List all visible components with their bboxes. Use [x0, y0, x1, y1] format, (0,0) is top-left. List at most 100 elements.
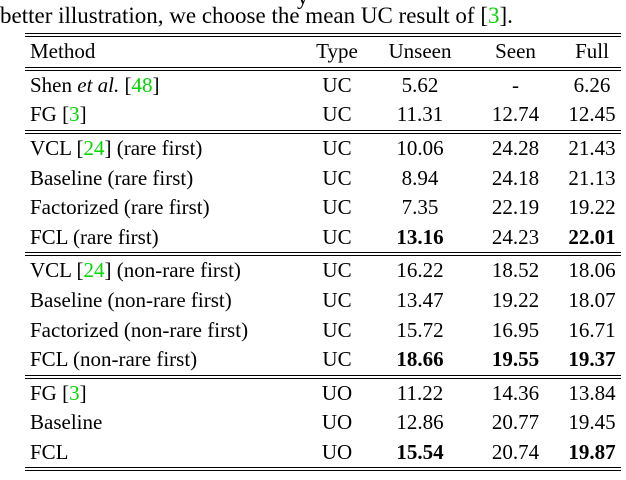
seen-value-cell: 16.95 — [491, 317, 540, 342]
unseen-value-cell: 7.35 — [401, 195, 439, 220]
seen-value-cell: 22.19 — [491, 195, 540, 220]
text-run: FCL (non-rare first) — [30, 347, 198, 372]
caption-text: better illustration, we choose the mean … — [0, 1, 626, 30]
full-value-cell: 22.01 — [568, 224, 616, 249]
text-run: FCL (rare first) — [30, 224, 159, 249]
type-cell: UC — [322, 347, 352, 372]
text-run: ] — [79, 380, 87, 405]
seen-value-cell: 24.23 — [491, 224, 540, 249]
citation-number: 24 — [83, 258, 105, 283]
unseen-value-cell: 13.47 — [396, 288, 444, 313]
type-cell: UC — [322, 195, 352, 220]
text-run: better illustration, we choose the mean … — [0, 3, 488, 28]
text-run: FG [ — [30, 102, 70, 127]
type-cell: UC — [322, 72, 352, 97]
citation-number: 24 — [83, 136, 105, 161]
seen-value-cell: 14.36 — [491, 380, 540, 405]
unseen-value-cell: 11.22 — [396, 380, 444, 405]
full-value-cell: 18.06 — [568, 258, 616, 283]
table-row: Baseline (non-rare first) UC 13.47 19.22 18.… — [25, 286, 621, 316]
text-run: Baseline (non-rare first) — [30, 288, 232, 313]
table-row: VCL [24] (non-rare first) UC 16.22 18.52 18.… — [25, 256, 621, 286]
full-value-cell: 12.45 — [568, 102, 616, 127]
table-rule-separator-3 — [25, 374, 621, 379]
text-run: VCL [ — [30, 136, 84, 161]
method-cell: FCL — [25, 440, 302, 465]
column-header-type: Type — [316, 39, 358, 64]
method-cell: Baseline (non-rare first) — [25, 288, 302, 313]
type-cell: UC — [322, 165, 352, 190]
method-cell: FG [3] — [25, 102, 302, 127]
table-section-uc-rare-first: VCL [24] (rare first) UC 10.06 24.28 21.43 Ba… — [25, 134, 621, 252]
seen-value-cell: 24.18 — [491, 165, 540, 190]
table-section-uc-reference: Shen et al. [48] UC 5.62 - 6.26 FG [3] UC 11.31… — [25, 71, 621, 130]
table-row: FCL (rare first) UC 13.16 24.23 22.01 — [25, 223, 621, 253]
clipped-text-fragment: y — [297, 0, 309, 10]
unseen-value-cell: 16.22 — [396, 258, 444, 283]
type-cell: UC — [322, 288, 352, 313]
full-value-cell: 19.45 — [568, 410, 616, 435]
unseen-value-cell: 15.72 — [396, 317, 444, 342]
full-value-cell: 18.07 — [568, 288, 616, 313]
column-header-method: Method — [30, 39, 96, 64]
type-cell: UO — [321, 380, 353, 405]
full-value-cell: 19.87 — [568, 440, 616, 465]
full-value-cell: 19.22 — [568, 195, 616, 220]
table-row: VCL [24] (rare first) UC 10.06 24.28 21.43 — [25, 134, 621, 164]
text-run: Factorized (non-rare first) — [30, 317, 249, 342]
method-cell: Baseline — [25, 410, 302, 435]
method-cell: Factorized (rare first) — [25, 195, 302, 220]
text-run: FCL — [30, 440, 69, 465]
full-value-cell: 13.84 — [568, 380, 616, 405]
method-cell: FCL (non-rare first) — [25, 347, 302, 372]
text-run: ] (rare first) — [104, 136, 203, 161]
table-header-row: Method Type Unseen Seen Full — [25, 37, 621, 67]
table-row: FCL UO 15.54 20.74 19.87 — [25, 438, 621, 468]
results-table: Method Type Unseen Seen Full Shen et al.… — [25, 33, 621, 472]
full-value-cell: 19.37 — [568, 347, 616, 372]
seen-value-cell: 19.22 — [491, 288, 540, 313]
text-run: ] (non-rare first) — [104, 258, 241, 283]
method-cell: FCL (rare first) — [25, 225, 302, 250]
table-section-uo: FG [3] UO 11.22 14.36 13.84 Baseline UO 12.86 20… — [25, 379, 621, 468]
table-rule-separator-1 — [25, 129, 621, 134]
text-run: Factorized (rare first) — [30, 195, 210, 220]
citation-number: 48 — [131, 72, 153, 97]
seen-value-cell: - — [512, 72, 519, 97]
table-section-uc-nonrare-first: VCL [24] (non-rare first) UC 16.22 18.52 18.… — [25, 256, 621, 374]
table-rule-below-header — [25, 66, 621, 71]
unseen-value-cell: 10.06 — [396, 136, 444, 161]
text-run: Shen — [30, 72, 78, 97]
seen-value-cell: 20.74 — [491, 440, 540, 465]
method-cell: Factorized (non-rare first) — [25, 318, 302, 343]
type-cell: UC — [322, 136, 352, 161]
type-cell: UC — [322, 224, 352, 249]
table-row: Shen et al. [48] UC 5.62 - 6.26 — [25, 71, 621, 101]
text-run: ]. — [499, 3, 513, 28]
seen-value-cell: 12.74 — [491, 102, 540, 127]
type-cell: UO — [321, 440, 353, 465]
table-row: Baseline UO 12.86 20.77 19.45 — [25, 408, 621, 438]
table-row: Factorized (non-rare first) UC 15.72 16.95 1… — [25, 315, 621, 345]
text-run: Baseline — [30, 410, 103, 435]
seen-value-cell: 18.52 — [491, 258, 540, 283]
method-cell: Baseline (rare first) — [25, 166, 302, 191]
seen-value-cell: 19.55 — [491, 347, 540, 372]
type-cell: UC — [322, 317, 352, 342]
citation-number: 3 — [69, 102, 80, 127]
full-value-cell: 16.71 — [568, 317, 616, 342]
unseen-value-cell: 18.66 — [396, 347, 444, 372]
unseen-value-cell: 8.94 — [401, 165, 439, 190]
method-cell: FG [3] — [25, 381, 302, 406]
method-cell: Shen et al. [48] — [25, 73, 302, 98]
column-header-full: Full — [575, 39, 609, 64]
seen-value-cell: 20.77 — [491, 410, 540, 435]
citation-number: 3 — [69, 380, 80, 405]
table-row: FCL (non-rare first) UC 18.66 19.55 19.37 — [25, 345, 621, 375]
table-rule-separator-2 — [25, 252, 621, 257]
text-run: [ — [119, 72, 132, 97]
unseen-value-cell: 12.86 — [396, 410, 444, 435]
table-row: Factorized (rare first) UC 7.35 22.19 19.22 — [25, 193, 621, 223]
text-run: ] — [79, 102, 87, 127]
unseen-value-cell: 11.31 — [396, 102, 444, 127]
